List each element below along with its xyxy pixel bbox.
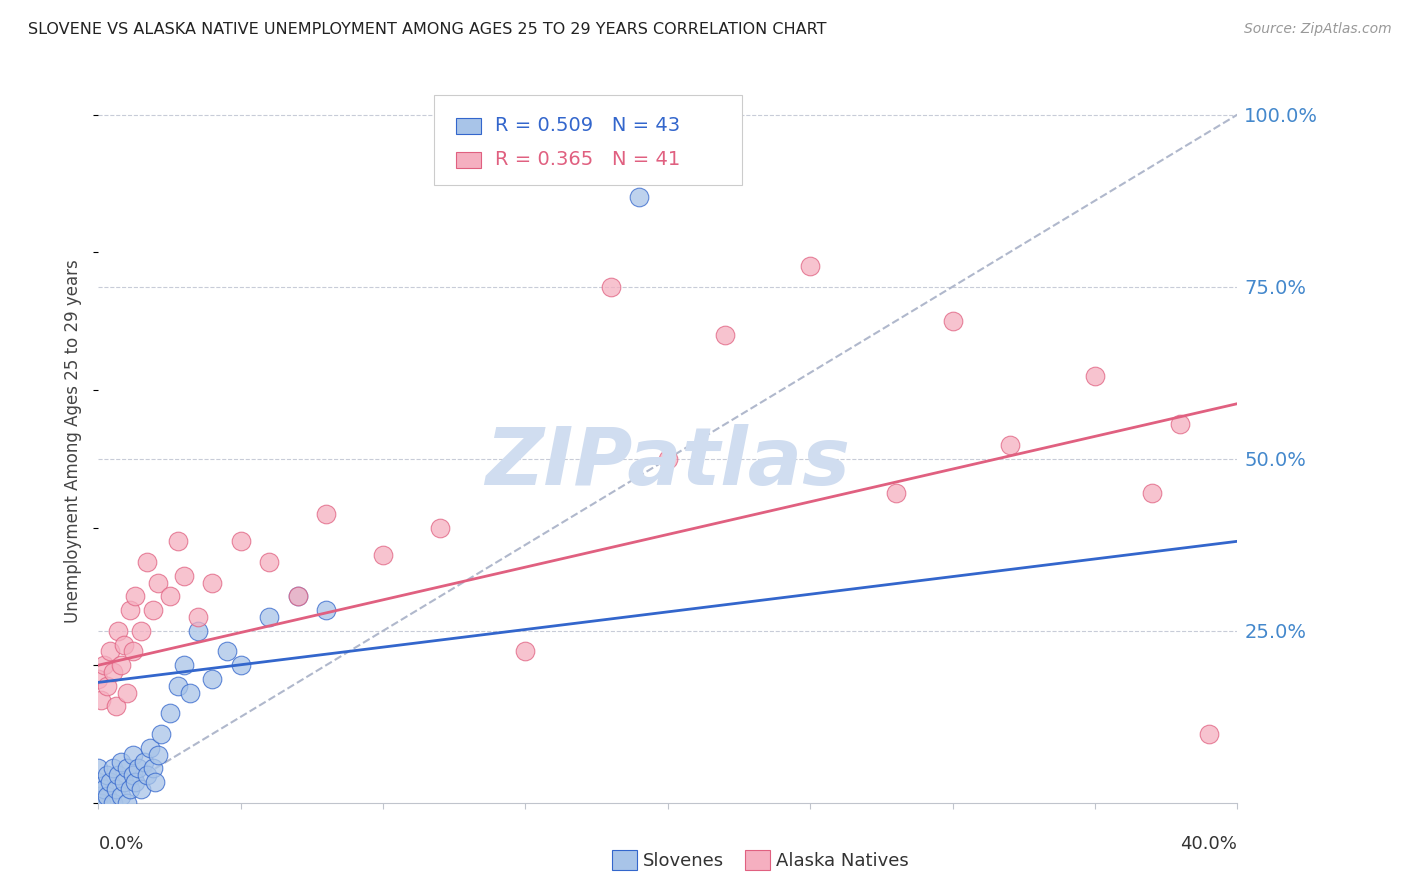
- Point: [90, 796, 112, 810]
- Point: [229, 534, 252, 549]
- Point: [600, 279, 623, 293]
- Point: [112, 638, 135, 652]
- Point: [187, 610, 209, 624]
- Point: [159, 706, 181, 721]
- Point: [229, 658, 252, 673]
- Point: [96, 679, 118, 693]
- Point: [201, 575, 224, 590]
- Point: [110, 755, 132, 769]
- Point: [287, 590, 309, 604]
- Point: [87, 672, 110, 686]
- Point: [173, 658, 195, 673]
- Point: [714, 327, 737, 342]
- Point: [87, 775, 110, 789]
- Point: [98, 644, 121, 658]
- Point: [884, 486, 907, 500]
- Point: [90, 692, 112, 706]
- Point: [110, 789, 132, 803]
- Point: [150, 727, 173, 741]
- Point: [173, 568, 195, 582]
- Y-axis label: Unemployment Among Ages 25 to 29 years: Unemployment Among Ages 25 to 29 years: [65, 260, 83, 624]
- Point: [124, 775, 146, 789]
- Point: [167, 534, 190, 549]
- Point: [215, 644, 238, 658]
- Point: [998, 438, 1021, 452]
- Point: [287, 590, 309, 604]
- Point: [112, 775, 135, 789]
- Point: [167, 679, 190, 693]
- Point: [515, 644, 537, 658]
- Point: [135, 768, 157, 782]
- Point: [93, 658, 115, 673]
- Point: [187, 624, 209, 638]
- Point: [110, 658, 132, 673]
- Point: [107, 624, 129, 638]
- Text: 0.0%: 0.0%: [98, 835, 143, 854]
- Point: [141, 761, 163, 775]
- FancyBboxPatch shape: [456, 152, 481, 168]
- Point: [87, 789, 110, 803]
- Point: [799, 259, 821, 273]
- Point: [1140, 486, 1163, 500]
- Point: [118, 782, 141, 797]
- FancyBboxPatch shape: [434, 95, 742, 185]
- Point: [148, 747, 170, 762]
- Point: [93, 782, 115, 797]
- Point: [259, 555, 281, 569]
- Point: [129, 782, 152, 797]
- Point: [87, 761, 110, 775]
- Point: [657, 451, 679, 466]
- Point: [159, 590, 181, 604]
- Text: SLOVENE VS ALASKA NATIVE UNEMPLOYMENT AMONG AGES 25 TO 29 YEARS CORRELATION CHAR: SLOVENE VS ALASKA NATIVE UNEMPLOYMENT AM…: [28, 22, 827, 37]
- Point: [148, 575, 170, 590]
- Point: [104, 782, 127, 797]
- Point: [101, 665, 124, 679]
- Point: [107, 768, 129, 782]
- Point: [259, 610, 281, 624]
- Point: [942, 314, 965, 328]
- Point: [115, 686, 138, 700]
- Point: [138, 740, 160, 755]
- Point: [124, 590, 146, 604]
- Point: [201, 672, 224, 686]
- Point: [141, 603, 163, 617]
- Point: [1198, 727, 1220, 741]
- Point: [127, 761, 149, 775]
- Point: [373, 548, 395, 562]
- Text: ZIPatlas: ZIPatlas: [485, 425, 851, 502]
- Point: [132, 755, 155, 769]
- Point: [121, 644, 143, 658]
- Point: [98, 775, 121, 789]
- Point: [135, 555, 157, 569]
- Point: [145, 775, 167, 789]
- Point: [315, 603, 337, 617]
- Point: [87, 796, 110, 810]
- Point: [96, 789, 118, 803]
- Point: [121, 747, 143, 762]
- Point: [179, 686, 201, 700]
- Point: [129, 624, 152, 638]
- Point: [96, 768, 118, 782]
- Point: [1084, 369, 1107, 384]
- Text: Source: ZipAtlas.com: Source: ZipAtlas.com: [1244, 22, 1392, 37]
- Text: Slovenes: Slovenes: [643, 852, 724, 870]
- Text: Alaska Natives: Alaska Natives: [776, 852, 908, 870]
- Point: [121, 768, 143, 782]
- Point: [315, 507, 337, 521]
- Text: R = 0.365   N = 41: R = 0.365 N = 41: [495, 150, 681, 169]
- Point: [1170, 417, 1192, 432]
- FancyBboxPatch shape: [456, 118, 481, 134]
- Point: [115, 761, 138, 775]
- Point: [101, 796, 124, 810]
- Point: [115, 796, 138, 810]
- Point: [429, 520, 451, 534]
- Text: R = 0.509   N = 43: R = 0.509 N = 43: [495, 116, 681, 136]
- Text: 40.0%: 40.0%: [1181, 835, 1237, 854]
- Point: [118, 603, 141, 617]
- Point: [628, 190, 651, 204]
- Point: [101, 761, 124, 775]
- Point: [104, 699, 127, 714]
